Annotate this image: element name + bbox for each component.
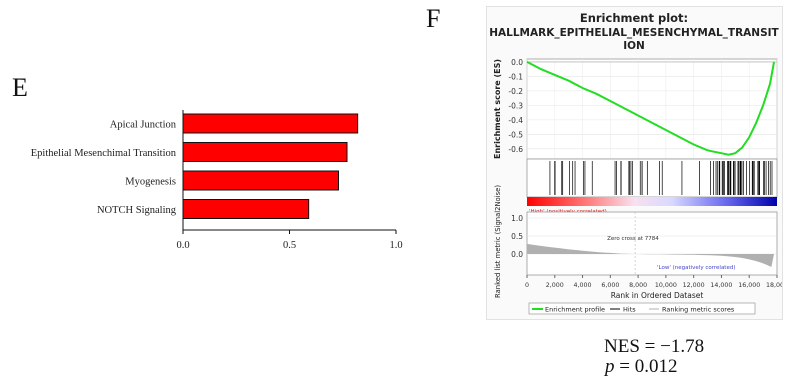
gsea-title-line1: Enrichment plot: [580, 11, 688, 25]
legend-label-es: Enrichment profile [545, 306, 605, 314]
es-ytick-label-1: -0.1 [508, 72, 523, 81]
bar-1 [182, 142, 348, 162]
ranking-metric-area [527, 243, 774, 267]
x-tick-label-5: 10,000 [655, 282, 677, 289]
gsea-title-line2: HALLMARK_EPITHELIAL_MESENCHYMAL_TRANSIT [489, 27, 779, 39]
panel-letter-f: F [426, 4, 441, 33]
zero-cross-label: Zero cross at 7784 [607, 236, 659, 242]
metric-ylabel: Ranked list metric (Signal2Noise) [494, 185, 502, 298]
panel-letter-e: E [12, 73, 28, 102]
metric-ytick-label-2: 0.0 [511, 250, 523, 259]
es-ytick-label-0: 0.0 [511, 58, 523, 67]
x-tick-label-4: 8,000 [629, 282, 647, 289]
hit-marks [549, 161, 773, 195]
es-ytick-label-3: -0.3 [508, 101, 523, 110]
x-tick-label-8: 16,000 [738, 282, 760, 289]
category-label-0: Apical Junction [110, 120, 177, 131]
category-label-1: Epithelial Mesenchimal Transition [31, 148, 177, 159]
es-ytick-label-4: -0.4 [508, 116, 523, 125]
bar-0 [182, 113, 359, 134]
es-ylabel: Enrichment score (ES) [493, 59, 502, 159]
bar-2 [182, 170, 339, 191]
x-tick-label-7: 14,000 [710, 282, 732, 289]
pathway-bar-chart: Apical Junction Epithelial Mesenchimal Tr… [31, 110, 403, 251]
legend-label-metric: Ranking metric scores [662, 306, 735, 314]
x-tick-label-0: 0.0 [176, 240, 189, 251]
metric-ytick-label-1: 0.5 [511, 232, 523, 241]
x-tick-label-0: 0 [525, 282, 529, 289]
es-ytick-label-6: -0.6 [508, 145, 523, 154]
x-tick-label-1: 0.5 [283, 240, 296, 251]
bar-3 [182, 199, 310, 219]
gsea-legend-box [528, 302, 756, 315]
gsea-title-line3: ION [623, 40, 645, 52]
legend-label-hits: Hits [623, 306, 636, 314]
es-curve [526, 61, 775, 156]
es-plot-area [526, 58, 778, 160]
gsea-enrichment-plot: Enrichment plot: HALLMARK_EPITHELIAL_MESE… [486, 6, 788, 320]
category-label-3: NOTCH Signaling [97, 205, 177, 216]
x-tick-label-9: 18,000 [766, 282, 782, 289]
category-label-2: Myogenesis [125, 177, 176, 188]
p-value: p = 0.012 [605, 356, 677, 378]
x-tick-label-3: 6,000 [601, 282, 619, 289]
metric-ytick-label-0: 1.0 [511, 214, 523, 223]
es-ytick-label-2: -0.2 [508, 87, 523, 96]
hits-area [526, 158, 778, 198]
metric-plot-area [526, 211, 778, 276]
x-tick-label-2: 1.0 [389, 240, 402, 251]
x-tick-label-2: 4,000 [574, 282, 592, 289]
gsea-xlabel: Rank in Ordered Dataset [611, 291, 704, 300]
es-ytick-label-5: -0.5 [508, 130, 523, 139]
nes-value: NES = −1.78 [604, 336, 705, 357]
x-tick-label-1: 2,000 [546, 282, 564, 289]
correlation-color-bar [527, 197, 777, 206]
x-tick-label-6: 12,000 [683, 282, 705, 289]
low-correlation-label: 'Low' (negatively correlated) [657, 265, 736, 271]
p-value-text: = 0.012 [614, 356, 678, 377]
p-symbol: p [605, 356, 615, 377]
gsea-svg: Enrichment plot: HALLMARK_EPITHELIAL_MESE… [489, 11, 788, 315]
